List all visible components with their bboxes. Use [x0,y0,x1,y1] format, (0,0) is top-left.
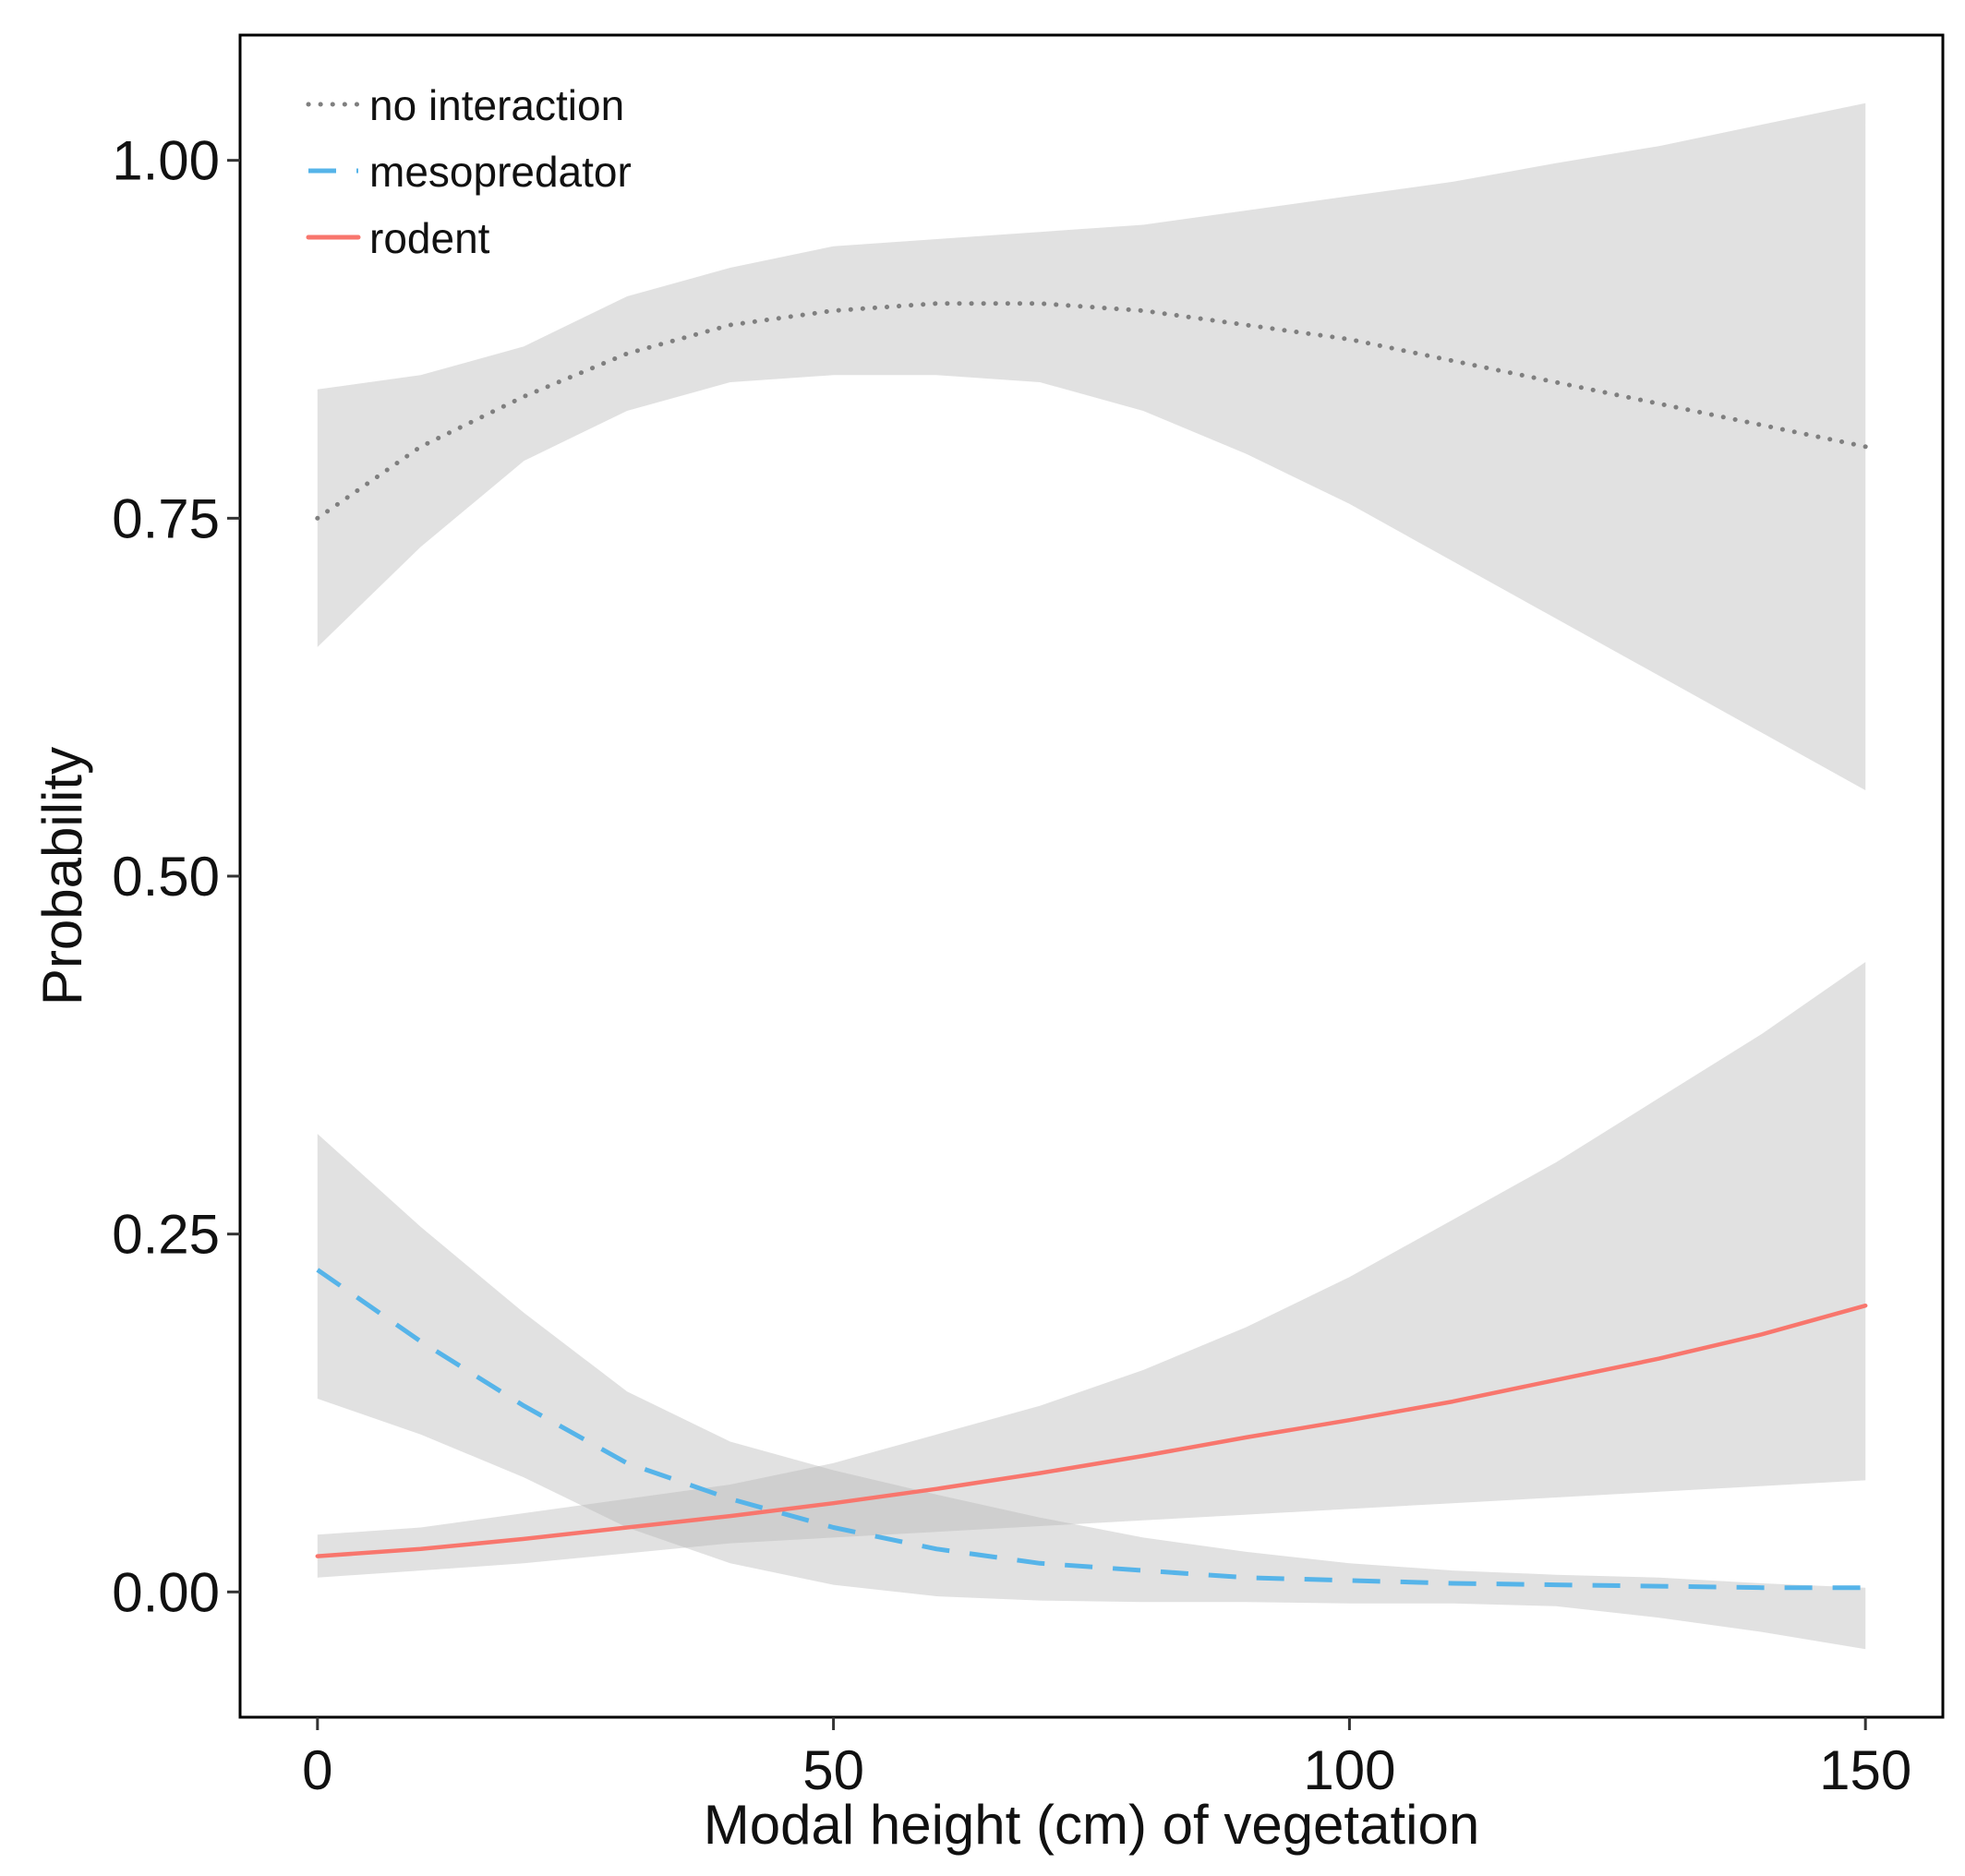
y-tick-label-2: 0.50 [112,846,220,908]
ci-band-rodent [317,962,1866,1578]
x-tick-label-3: 150 [1819,1739,1911,1801]
x-tick-label-0: 0 [302,1739,332,1801]
y-axis: 0.00 0.25 0.50 0.75 1.00 [112,130,240,1623]
y-tick-label-4: 1.00 [112,130,220,192]
ci-band-no-interaction [317,102,1866,790]
y-tick-label-3: 0.75 [112,487,220,549]
x-axis-title: Modal height (cm) of vegetation [704,1794,1479,1856]
series-lines [315,301,1868,1591]
y-axis-title: Probability [31,747,93,1005]
x-tick-label-2: 100 [1303,1739,1395,1801]
y-tick-label-0: 0.00 [112,1561,220,1623]
y-tick-label-1: 0.25 [112,1204,220,1266]
x-axis: 0 50 100 150 [302,1717,1911,1801]
x-tick-label-1: 50 [802,1739,864,1801]
line-no-interaction [315,301,1868,521]
legend: no interaction mesopredator rodent [306,81,632,262]
legend-label-no-interaction: no interaction [369,81,624,129]
legend-label-mesopredator: mesopredator [369,148,632,196]
line-rodent [315,1303,1868,1558]
legend-label-rodent: rodent [369,214,490,262]
line-mesopredator [316,1268,1866,1591]
